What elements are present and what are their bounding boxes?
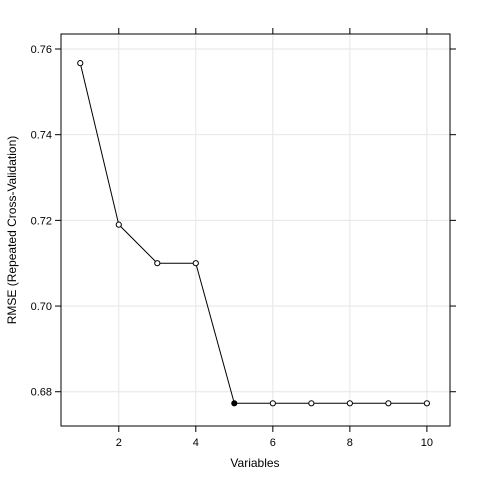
data-point-selected xyxy=(231,400,238,407)
x-tick-label-0: 2 xyxy=(116,437,122,449)
y-tick-label-4: 0.76 xyxy=(31,44,52,56)
plot-frame xyxy=(60,33,451,427)
data-point-9 xyxy=(423,400,430,407)
x-tick-label-3: 8 xyxy=(347,437,353,449)
x-tick-label-2: 6 xyxy=(270,437,276,449)
y-tick-label-0: 0.68 xyxy=(31,387,52,399)
series-layer xyxy=(77,60,430,407)
data-point-2 xyxy=(154,260,161,267)
y-tick-label-1: 0.70 xyxy=(31,301,52,313)
y-tick-label-2: 0.72 xyxy=(31,215,52,227)
data-point-8 xyxy=(385,400,392,407)
data-point-0 xyxy=(77,60,84,67)
y-axis-title: RMSE (Repeated Cross-Validation) xyxy=(5,136,19,325)
x-tick-label-1: 4 xyxy=(193,437,199,449)
data-point-6 xyxy=(308,400,315,407)
x-axis-title: Variables xyxy=(230,456,279,470)
grid-layer xyxy=(61,34,450,426)
data-point-7 xyxy=(346,400,353,407)
data-point-3 xyxy=(192,260,199,267)
x-tick-label-4: 10 xyxy=(421,437,433,449)
series-line-0 xyxy=(79,63,427,404)
data-point-1 xyxy=(115,221,122,228)
tick-layer: 2 4 6 8 10 0.68 0.70 0.72 0.74 0.76 xyxy=(31,28,456,449)
y-tick-label-3: 0.74 xyxy=(31,130,52,142)
data-point-5 xyxy=(269,400,276,407)
